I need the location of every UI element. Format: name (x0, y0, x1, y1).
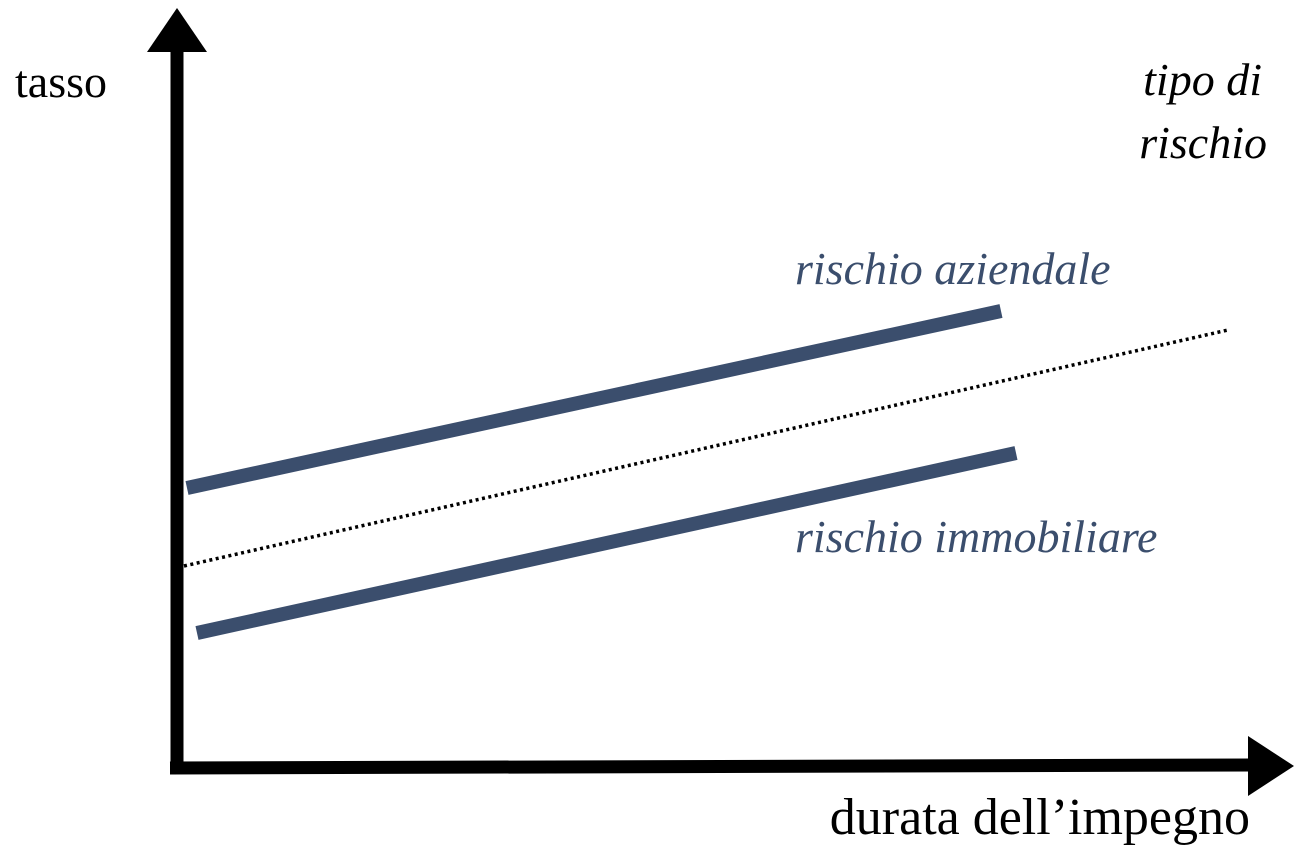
x-axis-line (169, 758, 1255, 775)
series-line-lower (195, 446, 1018, 640)
series-line-middle-dotted (183, 328, 1229, 568)
legend-title-line1: tipo di (1143, 54, 1262, 105)
series-label-lower: rischio immobiliare (795, 511, 1157, 562)
x-axis-arrowhead (1248, 736, 1294, 796)
x-axis-label: durata dell’impegno (830, 789, 1250, 846)
legend-title-line2: rischio (1139, 117, 1267, 168)
y-axis-label: tasso (15, 56, 107, 107)
series-label-upper: rischio aziendale (795, 243, 1111, 294)
y-axis-arrowhead (147, 8, 207, 52)
series-line-upper (185, 304, 1003, 495)
